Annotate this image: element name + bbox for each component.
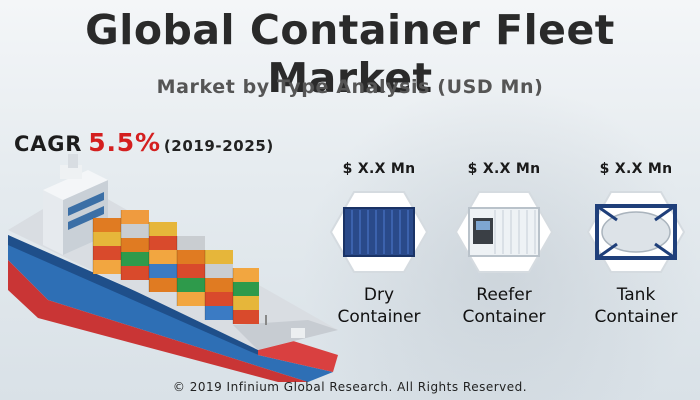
cagr-period: (2019-2025) — [163, 137, 274, 155]
copyright-footer: © 2019 Infinium Global Research. All Rig… — [172, 380, 528, 394]
cagr-block: CAGR 5.5% (2019-2025) — [14, 128, 274, 157]
tank-container-icon — [587, 190, 685, 274]
cagr-value: 5.5% — [88, 128, 161, 157]
segment-price: $ X.X Mn — [467, 161, 541, 177]
reefer-container-icon — [455, 190, 553, 274]
segment-card-tank: $ X.X Mn Tank Container — [578, 158, 694, 328]
segment-label-line1: Tank — [616, 285, 656, 305]
segment-price: $ X.X Mn — [342, 161, 416, 177]
dry-container-icon — [330, 190, 428, 274]
segment-label-line2: Container — [594, 307, 678, 327]
segment-card-reefer: $ X.X Mn Reefer Container — [446, 158, 562, 328]
container-stacks — [93, 210, 259, 324]
segment-price: $ X.X Mn — [599, 161, 673, 177]
container-ship-illustration — [8, 154, 338, 382]
segment-card-dry: $ X.X Mn Dry Container — [321, 158, 437, 328]
segment-label-line1: Reefer — [476, 285, 532, 305]
segment-label-line1: Dry — [363, 285, 395, 305]
segment-label-line2: Container — [337, 307, 421, 327]
page-subtitle: Market by Type Analysis (USD Mn) — [156, 76, 544, 98]
cagr-label: CAGR — [14, 132, 83, 156]
page-title: Global Container Fleet Market — [85, 6, 615, 102]
segment-label-line2: Container — [462, 307, 546, 327]
